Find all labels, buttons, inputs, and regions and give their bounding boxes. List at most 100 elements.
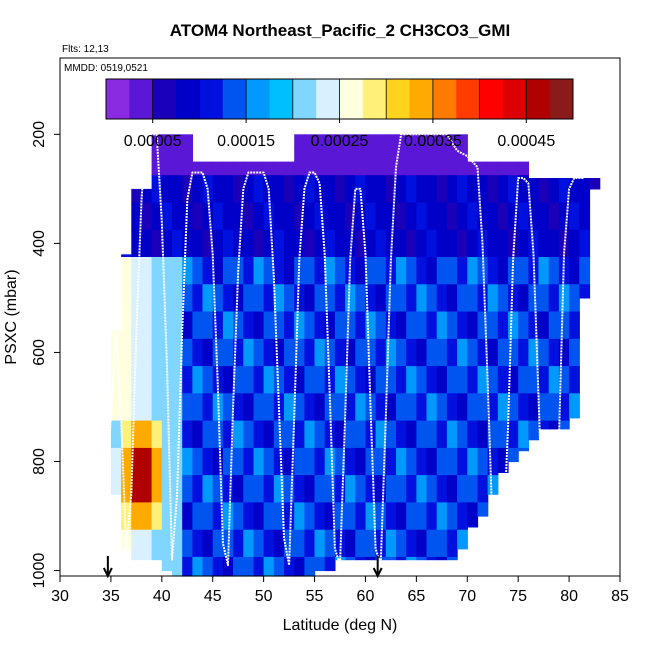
curtain-cell <box>487 393 499 422</box>
curtain-cell <box>110 366 122 394</box>
colorbar-tick-label: 0.00045 <box>497 133 555 150</box>
curtain-cell <box>182 366 193 394</box>
curtain-cell <box>518 161 529 176</box>
curtain-cell <box>334 420 346 449</box>
curtain-cell <box>334 148 346 176</box>
curtain-cell <box>396 148 407 176</box>
curtain-cell <box>161 556 173 572</box>
curtain-cell <box>406 202 417 231</box>
curtain-cell <box>334 366 346 394</box>
curtain-cell <box>141 338 153 367</box>
curtain-cell <box>416 529 428 558</box>
curtain-cell <box>416 257 428 285</box>
curtain-cell <box>304 148 316 176</box>
curtain-heatmap <box>110 134 601 577</box>
curtain-cell <box>467 447 479 476</box>
curtain-cell <box>294 556 305 577</box>
curtain-cell <box>477 311 489 340</box>
curtain-cell <box>304 447 316 476</box>
curtain-cell <box>161 502 173 531</box>
curtain-cell <box>324 229 336 258</box>
curtain-cell <box>284 556 295 577</box>
curtain-cell <box>345 148 356 176</box>
curtain-cell <box>355 502 367 531</box>
curtain-cell <box>141 229 153 258</box>
curtain-cell <box>508 311 519 340</box>
curtain-cell <box>304 284 316 313</box>
curtain-cell <box>558 420 570 430</box>
curtain-cell <box>345 529 356 558</box>
curtain-cell <box>263 393 275 422</box>
curtain-cell <box>345 502 356 531</box>
curtain-cell <box>558 284 570 313</box>
x-tick-label: 75 <box>509 588 527 605</box>
curtain-cell <box>284 475 295 503</box>
curtain-cell <box>446 393 458 422</box>
curtain-cell <box>304 134 316 149</box>
curtain-cell <box>345 420 356 449</box>
flight-track <box>104 133 585 567</box>
curtain-cell <box>324 134 336 149</box>
curtain-cell <box>426 284 438 313</box>
curtain-cell <box>110 393 122 422</box>
curtain-cell <box>243 556 255 577</box>
curtain-cell <box>304 311 316 340</box>
curtain-cell <box>314 420 326 449</box>
curtain-cell <box>273 366 285 394</box>
curtain-cell <box>192 556 204 577</box>
curtain-cell <box>161 134 173 149</box>
curtain-cell <box>294 257 305 285</box>
curtain-cell <box>477 420 489 449</box>
curtain-cell <box>192 393 204 422</box>
curtain-cell <box>131 257 143 285</box>
curtain-cell <box>314 366 326 394</box>
curtain-cell <box>538 366 550 394</box>
curtain-cell <box>457 202 468 231</box>
curtain-cell <box>161 447 173 476</box>
curtain-cell <box>141 311 153 340</box>
curtain-cell <box>355 447 367 476</box>
curtain-cell <box>243 229 255 258</box>
curtain-cell <box>375 420 387 449</box>
curtain-cell <box>131 229 143 258</box>
curtain-cell <box>375 148 387 176</box>
curtain-cell <box>212 502 224 531</box>
curtain-cell <box>406 338 417 367</box>
curtain-cell <box>192 475 204 503</box>
curtain-cell <box>345 284 356 313</box>
curtain-cell <box>579 202 591 231</box>
curtain-cell <box>151 529 163 558</box>
curtain-cell <box>426 556 438 561</box>
curtain-cell <box>121 311 132 340</box>
curtain-cell <box>436 202 448 231</box>
curtain-cell <box>172 366 183 394</box>
curtain-cell <box>538 393 550 422</box>
curtain-cell <box>477 502 489 517</box>
curtain-cell <box>314 393 326 422</box>
curtain-cell <box>121 366 132 394</box>
colorbar-swatch <box>199 79 224 119</box>
curtain-cell <box>182 529 193 558</box>
curtain-cell <box>294 202 305 231</box>
curtain-cell <box>314 529 326 558</box>
curtain-cell <box>273 229 285 258</box>
curtain-cell <box>477 175 489 204</box>
curtain-cell <box>131 556 143 561</box>
curtain-cell <box>538 284 550 313</box>
curtain-cell <box>467 475 479 503</box>
curtain-cell <box>548 202 560 231</box>
curtain-cell <box>355 420 367 449</box>
curtain-cell <box>416 134 428 149</box>
curtain-cell <box>355 148 367 176</box>
curtain-cell <box>396 447 407 476</box>
curtain-cell <box>273 161 285 176</box>
curtain-cell <box>243 393 255 422</box>
curtain-cell <box>182 229 193 258</box>
curtain-cell <box>222 284 234 313</box>
curtain-cell <box>396 229 407 258</box>
curtain-cell <box>416 393 428 422</box>
curtain-cell <box>151 475 163 503</box>
curtain-cell <box>182 311 193 340</box>
curtain-cell <box>172 229 183 258</box>
curtain-cell <box>284 502 295 531</box>
